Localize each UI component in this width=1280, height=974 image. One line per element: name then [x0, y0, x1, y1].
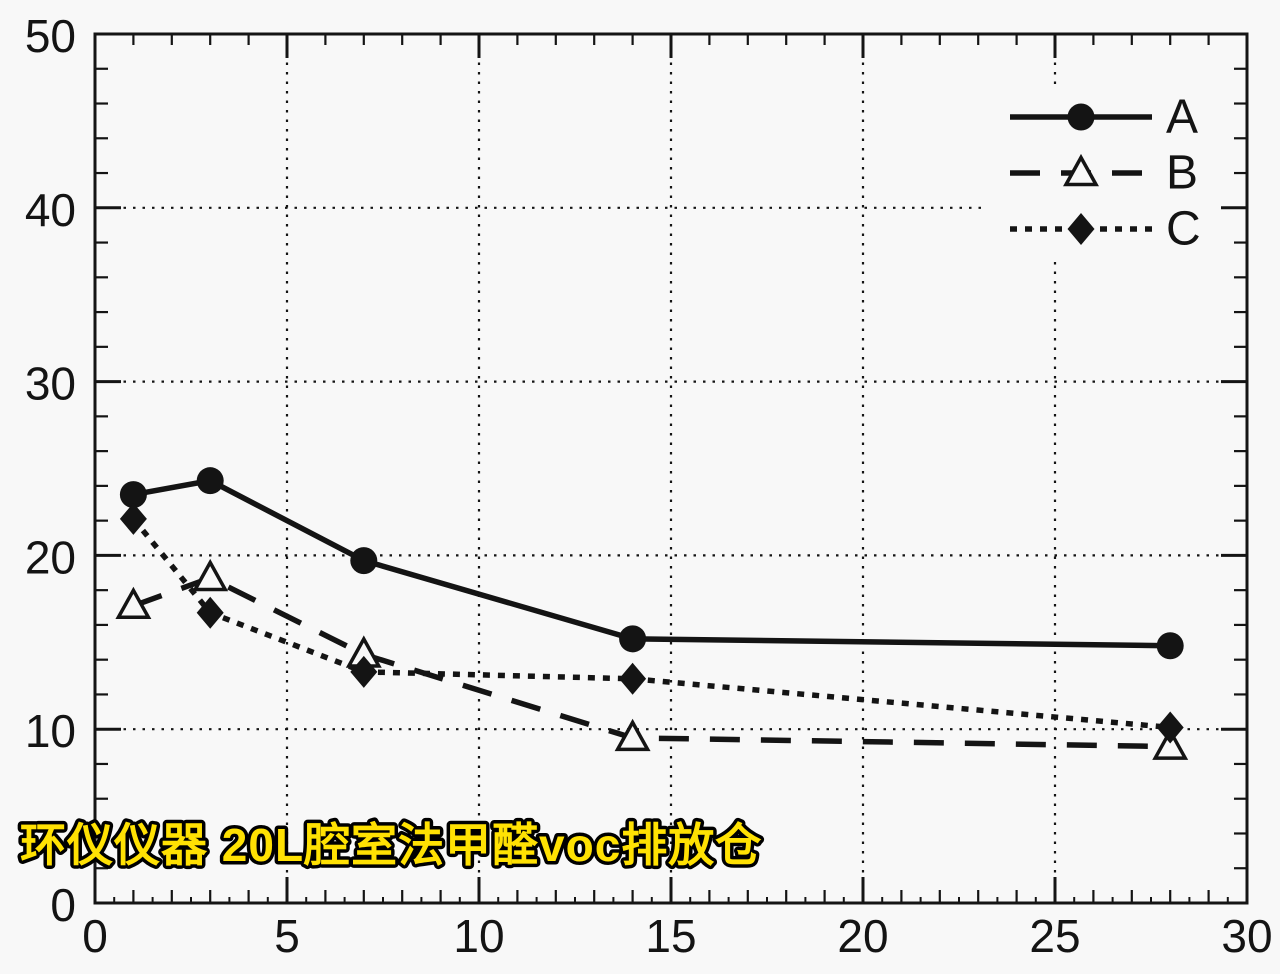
legend-label-C: C [1166, 203, 1201, 256]
series-B-marker [192, 558, 229, 592]
x-axis-tick-label: 30 [1221, 910, 1272, 962]
legend-label-A: A [1166, 91, 1198, 144]
series-B-marker [614, 718, 651, 752]
x-axis-tick-label: 20 [837, 910, 888, 962]
x-axis-tick-label: 15 [645, 910, 696, 962]
series-B [115, 558, 1189, 760]
series-A-line [132, 477, 1171, 649]
gridlines [95, 34, 1247, 903]
legend-marker-C [1067, 213, 1095, 245]
series-A [119, 467, 1184, 660]
tick-labels: 0 5 10 15 20 25 30 0 10 20 30 40 50 [25, 10, 1273, 962]
series-B-marker [1152, 727, 1189, 760]
watermark-text: 环仪仪器 20L腔室法甲醛voc排放仓 [20, 819, 762, 871]
series-C-line [131, 517, 1171, 731]
series-C-marker [350, 655, 378, 688]
legend-label-B: B [1166, 147, 1198, 200]
series-C [119, 502, 1184, 744]
legend-marker-A [1067, 103, 1095, 131]
x-axis-tick-label: 5 [274, 910, 300, 962]
legend-item-C: C [1010, 203, 1201, 256]
y-axis-tick-label: 40 [25, 184, 76, 236]
x-axis-tick-label: 0 [82, 910, 108, 962]
legend-marker-B [1063, 153, 1099, 187]
series-B-line [132, 575, 1171, 750]
series-C-marker [1156, 711, 1184, 744]
series-C-marker [119, 502, 147, 535]
y-axis-tick-label: 0 [50, 879, 76, 931]
series-A-marker [619, 625, 647, 653]
series-C-marker [619, 662, 647, 695]
x-axis-tick-label: 10 [453, 910, 504, 962]
series-A-marker [350, 547, 378, 575]
x-axis-tick-label: 25 [1029, 910, 1080, 962]
y-axis-tick-label: 50 [25, 10, 76, 62]
legend-item-A: A [1010, 91, 1198, 144]
axes [93, 32, 1249, 905]
series-C-marker [196, 596, 224, 629]
y-axis-tick-label: 20 [25, 531, 76, 583]
legend-item-B: B [1010, 147, 1198, 200]
y-axis-tick-label: 30 [25, 358, 76, 410]
series-A-marker [196, 467, 224, 495]
series-A-marker [1156, 632, 1184, 660]
series-A-marker [119, 481, 147, 509]
series-layer [115, 467, 1189, 760]
series-B-marker [115, 586, 152, 620]
y-axis-tick-label: 10 [25, 705, 76, 757]
legend: ABC [986, 84, 1242, 260]
